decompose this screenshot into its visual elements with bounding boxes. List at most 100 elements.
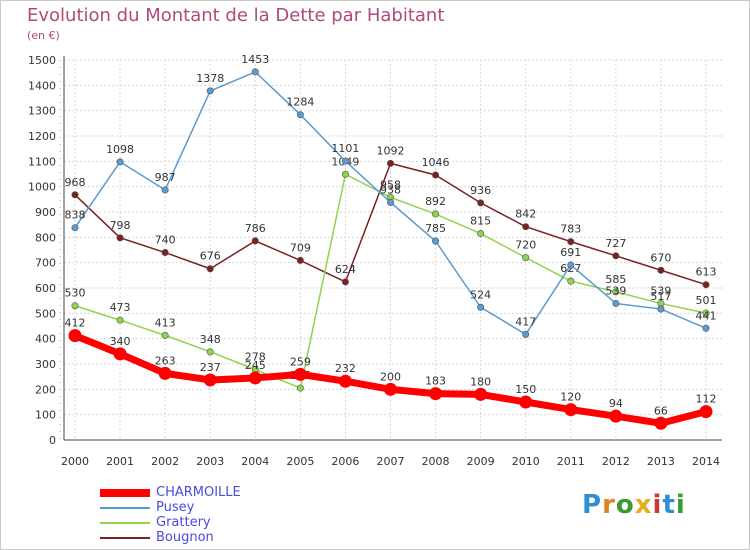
data-label-charmoille: 94 (609, 397, 623, 410)
data-point-pusey (612, 299, 620, 307)
data-label-charmoille: 237 (200, 361, 221, 374)
logo-letter: o (615, 490, 635, 520)
data-label-pusey: 1378 (196, 72, 224, 85)
data-label-pusey: 1101 (331, 142, 359, 155)
legend-swatch-bougnon (100, 537, 150, 539)
y-tick-label: 1200 (28, 130, 56, 143)
data-label-pusey: 417 (515, 315, 536, 328)
data-label-grattery: 413 (155, 316, 176, 329)
data-point-pusey (657, 305, 665, 313)
x-tick-label: 2001 (106, 455, 134, 468)
data-point-pusey (522, 330, 530, 338)
chart-title: Evolution du Montant de la Dette par Hab… (27, 5, 445, 26)
data-label-pusey: 524 (470, 288, 491, 301)
data-point-grattery (522, 254, 530, 262)
data-label-charmoille: 263 (155, 354, 176, 367)
data-point-pusey (702, 324, 710, 332)
data-point-bougnon (116, 234, 124, 242)
data-point-charmoille (68, 329, 82, 343)
x-tick-label: 2004 (241, 455, 269, 468)
y-tick-label: 200 (35, 383, 56, 396)
data-point-bougnon (477, 199, 485, 207)
data-label-bougnon: 676 (200, 250, 221, 263)
data-label-grattery: 539 (650, 284, 671, 297)
data-label-grattery: 815 (470, 215, 491, 228)
data-point-bougnon (161, 249, 169, 257)
data-point-pusey (432, 237, 440, 245)
data-label-grattery: 585 (605, 273, 626, 286)
data-point-bougnon (71, 191, 79, 199)
data-label-grattery: 958 (380, 178, 401, 191)
data-label-pusey: 539 (605, 284, 626, 297)
logo-letter: i (652, 490, 663, 520)
x-tick-label: 2010 (512, 455, 540, 468)
data-label-pusey: 1284 (286, 96, 314, 109)
x-tick-label: 2009 (467, 455, 495, 468)
data-point-charmoille (384, 382, 397, 396)
data-label-bougnon: 783 (560, 223, 581, 236)
legend-swatch-pusey (100, 507, 150, 509)
data-label-grattery: 892 (425, 195, 446, 208)
y-tick-label: 1500 (28, 54, 56, 67)
data-point-bougnon (432, 171, 440, 179)
y-tick-label: 1000 (28, 181, 56, 194)
data-point-pusey (477, 303, 485, 311)
legend-swatch-grattery (100, 522, 150, 524)
data-point-charmoille (519, 395, 533, 409)
x-tick-label: 2011 (557, 455, 585, 468)
legend-label-grattery: Grattery (156, 515, 211, 530)
data-label-grattery: 473 (110, 301, 131, 314)
data-point-grattery (567, 277, 575, 285)
y-tick-label: 0 (49, 434, 56, 447)
data-label-charmoille: 340 (110, 335, 131, 348)
data-point-charmoille (699, 405, 713, 419)
proxiti-logo: Proxiti (582, 490, 686, 520)
data-label-bougnon: 798 (110, 219, 131, 232)
logo-letter: i (675, 490, 686, 520)
data-label-charmoille: 412 (65, 317, 86, 330)
data-point-charmoille (474, 387, 488, 401)
data-point-pusey (386, 198, 394, 206)
data-point-pusey (71, 224, 79, 232)
logo-letter: x (634, 490, 653, 520)
data-point-grattery (161, 331, 169, 339)
data-label-pusey: 691 (560, 246, 581, 259)
data-label-bougnon: 624 (335, 263, 356, 276)
data-label-pusey: 938 (380, 183, 401, 196)
data-point-grattery (477, 230, 485, 238)
data-point-grattery (296, 384, 304, 392)
y-tick-label: 800 (35, 231, 56, 244)
logo-letter: r (602, 490, 616, 520)
x-tick-label: 2005 (286, 455, 314, 468)
y-tick-label: 500 (35, 307, 56, 320)
data-point-grattery (116, 316, 124, 324)
data-label-bougnon: 1046 (422, 156, 450, 169)
data-point-bougnon (612, 252, 620, 260)
data-point-charmoille (248, 371, 262, 385)
data-point-grattery (206, 348, 214, 356)
data-point-bougnon (251, 237, 259, 245)
data-point-pusey (116, 158, 124, 166)
data-label-charmoille: 232 (335, 362, 356, 375)
data-label-bougnon: 740 (155, 234, 176, 247)
data-label-charmoille: 183 (425, 375, 446, 388)
data-label-charmoille: 120 (560, 391, 581, 404)
data-label-bougnon: 613 (696, 266, 717, 279)
y-tick-label: 1300 (28, 105, 56, 118)
y-tick-label: 700 (35, 257, 56, 270)
data-label-charmoille: 150 (515, 383, 536, 396)
x-tick-label: 2013 (647, 455, 675, 468)
y-tick-label: 300 (35, 358, 56, 371)
data-label-bougnon: 670 (650, 251, 671, 264)
data-point-charmoille (203, 373, 217, 387)
x-tick-label: 2003 (196, 455, 224, 468)
data-point-pusey (206, 87, 214, 95)
data-point-charmoille (293, 367, 307, 381)
data-point-charmoille (429, 387, 443, 401)
data-point-pusey (341, 157, 349, 165)
x-tick-label: 2007 (377, 455, 405, 468)
y-tick-label: 600 (35, 282, 56, 295)
data-label-charmoille: 245 (245, 359, 266, 372)
data-point-pusey (296, 111, 304, 119)
